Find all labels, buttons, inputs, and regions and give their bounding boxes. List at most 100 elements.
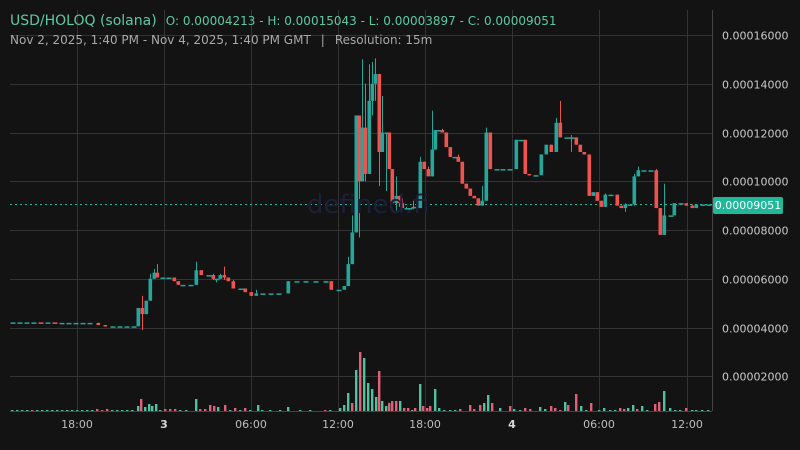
- candle: [360, 59, 365, 182]
- candle: [218, 273, 223, 279]
- candle: [564, 137, 570, 139]
- ohlc-values: O: 0.00004213 - H: 0.00015043 - L: 0.000…: [165, 14, 557, 28]
- candle: [632, 173, 637, 206]
- grid-lines: [10, 10, 712, 411]
- volume-bar: [544, 409, 547, 411]
- volume-bar: [519, 410, 522, 411]
- volume-bar: [539, 407, 542, 411]
- candle: [226, 277, 231, 282]
- volume-bar: [31, 410, 34, 411]
- candle: [243, 288, 248, 293]
- candle: [66, 322, 72, 325]
- volume-bar: [309, 410, 312, 411]
- candle: [73, 322, 79, 325]
- candle: [10, 322, 16, 324]
- volume-bar: [329, 410, 332, 411]
- candle: [518, 139, 524, 142]
- volume-bar: [144, 407, 147, 411]
- candle: [668, 215, 674, 217]
- candle: [468, 188, 473, 196]
- volume-bar: [375, 397, 378, 411]
- volume-bar: [419, 384, 422, 411]
- candle: [373, 58, 378, 101]
- volume-bar: [367, 383, 370, 411]
- candle: [103, 325, 108, 327]
- volume-bar: [249, 410, 252, 411]
- volume-bar: [91, 410, 94, 411]
- volume-bar: [209, 405, 212, 411]
- volume-bar: [559, 410, 562, 411]
- volume-bar: [287, 407, 290, 411]
- candle: [214, 278, 220, 283]
- candle: [80, 322, 86, 325]
- volume-bar: [385, 406, 388, 411]
- y-tick-label: 0.00014000: [722, 78, 789, 91]
- candle: [286, 281, 291, 294]
- candle: [448, 147, 453, 157]
- volume-bar: [351, 403, 354, 411]
- volume-bar: [654, 404, 657, 411]
- volume-bar: [695, 410, 698, 411]
- candle: [380, 95, 385, 152]
- volume-bar: [459, 409, 462, 411]
- volume-bar: [217, 407, 220, 411]
- candle: [464, 183, 469, 189]
- candle: [45, 322, 51, 324]
- candle: [488, 132, 493, 170]
- candle: [658, 208, 663, 235]
- candle: [460, 161, 465, 184]
- candle: [654, 169, 659, 209]
- candle: [615, 194, 620, 206]
- volume-bar: [658, 402, 661, 411]
- candle: [574, 137, 579, 145]
- chart-legend: USD/HOLOQ (solana) O: 0.00004213 - H: 0.…: [10, 10, 557, 29]
- candle: [148, 273, 153, 301]
- candle: [176, 281, 181, 285]
- volume-bar: [411, 410, 414, 411]
- candle: [422, 161, 427, 170]
- candle: [323, 281, 329, 283]
- volume-bar: [174, 409, 177, 411]
- volume-bar: [244, 408, 247, 411]
- volume-bar: [449, 410, 452, 411]
- volume-bars: [11, 352, 710, 411]
- candle: [384, 132, 390, 191]
- volume-bar: [403, 408, 406, 411]
- volume-bar: [131, 410, 134, 411]
- candle: [514, 139, 519, 170]
- volume-bar: [324, 410, 327, 411]
- candle: [636, 166, 641, 177]
- candle: [342, 286, 347, 290]
- volume-bar: [388, 403, 391, 411]
- candle: [394, 176, 399, 211]
- volume-bar: [355, 370, 358, 411]
- volume-bar: [414, 408, 417, 411]
- volume-bar: [564, 402, 567, 411]
- current-price-tag: 0.00009051: [713, 197, 783, 214]
- volume-bar: [51, 410, 54, 411]
- candle: [249, 292, 254, 296]
- x-tick-label: 06:00: [583, 418, 615, 431]
- volume-bar: [299, 410, 302, 411]
- candle: [17, 322, 23, 324]
- candle: [418, 156, 423, 209]
- candle: [390, 169, 395, 204]
- volume-bar: [164, 409, 167, 411]
- volume-bar: [691, 410, 694, 411]
- candle: [313, 281, 319, 283]
- volume-bar: [339, 408, 342, 411]
- volume-bar: [679, 410, 682, 411]
- candle: [599, 200, 604, 207]
- volume-bar: [395, 401, 398, 411]
- volume-bar: [487, 395, 490, 411]
- volume-bar: [159, 410, 162, 411]
- y-tick-label: 0.00006000: [722, 273, 789, 286]
- volume-bar: [269, 410, 272, 411]
- volume-bar: [438, 408, 441, 411]
- volume-bar: [426, 408, 429, 411]
- candle: [160, 277, 166, 280]
- volume-bar: [279, 410, 282, 411]
- volume-bar: [524, 408, 527, 411]
- x-tick-label: 3: [160, 418, 168, 431]
